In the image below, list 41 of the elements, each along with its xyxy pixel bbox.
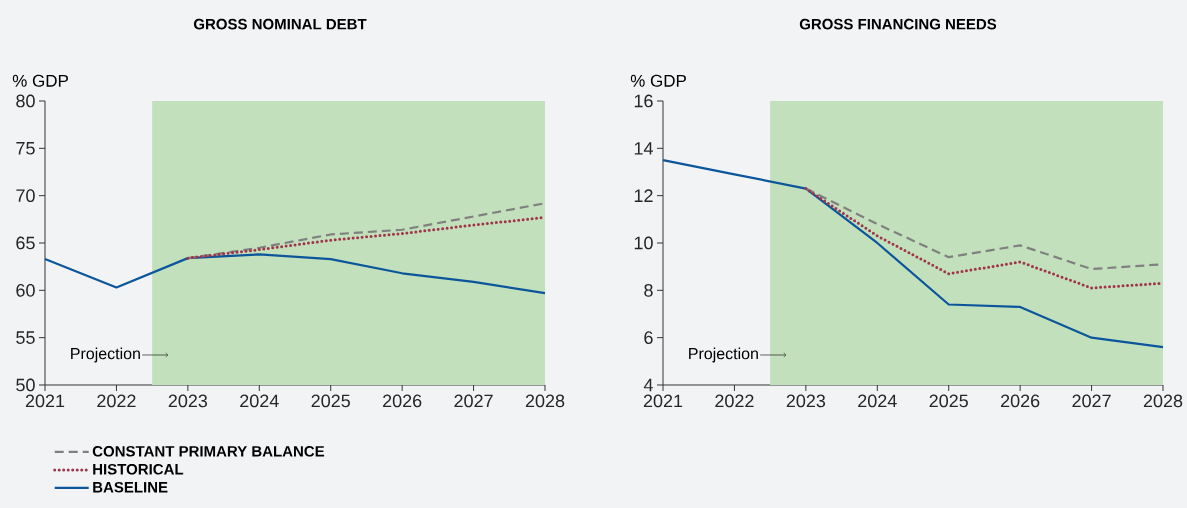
- y-tick-label: 8: [644, 283, 653, 297]
- x-tick-label: 2027: [454, 394, 493, 408]
- y-tick-label: 55: [16, 331, 35, 344]
- x-tick-label: 2027: [1072, 394, 1111, 408]
- y-tick-label: 12: [634, 189, 653, 202]
- y-tick-label: 65: [16, 236, 35, 250]
- x-tick-label: 2024: [240, 394, 279, 408]
- legend-label: CONSTANT PRIMARY BALANCE: [92, 445, 325, 457]
- x-tick-label: 2023: [168, 394, 208, 408]
- y-tick-label: 6: [644, 331, 653, 345]
- legend-label: BASELINE: [93, 481, 168, 493]
- x-tick-label: 2023: [786, 394, 826, 408]
- y-tick-label: 70: [16, 189, 35, 203]
- x-tick-label: 2028: [1143, 394, 1183, 408]
- x-tick-label: 2021: [643, 394, 683, 408]
- x-tick-label: 2022: [97, 394, 136, 408]
- x-tick-label: 2026: [383, 394, 422, 408]
- x-tick-label: 2024: [858, 394, 897, 408]
- y-tick-label: 60: [16, 283, 35, 297]
- y-axis-title: % GDP: [630, 74, 686, 87]
- y-tick-label: 16: [634, 94, 653, 108]
- x-tick-label: 2025: [929, 394, 968, 408]
- chart-title: GROSS FINANCING NEEDS: [799, 18, 997, 30]
- y-axis-title: % GDP: [12, 74, 68, 87]
- y-tick-label: 75: [16, 142, 35, 155]
- x-tick-label: 2021: [25, 394, 65, 408]
- x-tick-label: 2025: [311, 394, 350, 408]
- y-tick-label: 10: [634, 236, 653, 250]
- legend-label: HISTORICAL: [93, 463, 184, 475]
- y-tick-label: 50: [16, 378, 35, 392]
- y-tick-label: 80: [16, 94, 35, 108]
- x-tick-label: 2026: [1001, 394, 1040, 408]
- y-tick-label: 14: [634, 142, 653, 155]
- chart-title: GROSS NOMINAL DEBT: [193, 18, 367, 30]
- line-series: [661, 159, 1165, 349]
- y-tick-label: 4: [643, 378, 653, 392]
- band-label: Projection: [71, 347, 140, 363]
- x-tick-label: 2028: [525, 394, 565, 408]
- band-label: Projection: [689, 347, 758, 363]
- line-series: [43, 253, 547, 295]
- x-tick-label: 2022: [715, 394, 754, 408]
